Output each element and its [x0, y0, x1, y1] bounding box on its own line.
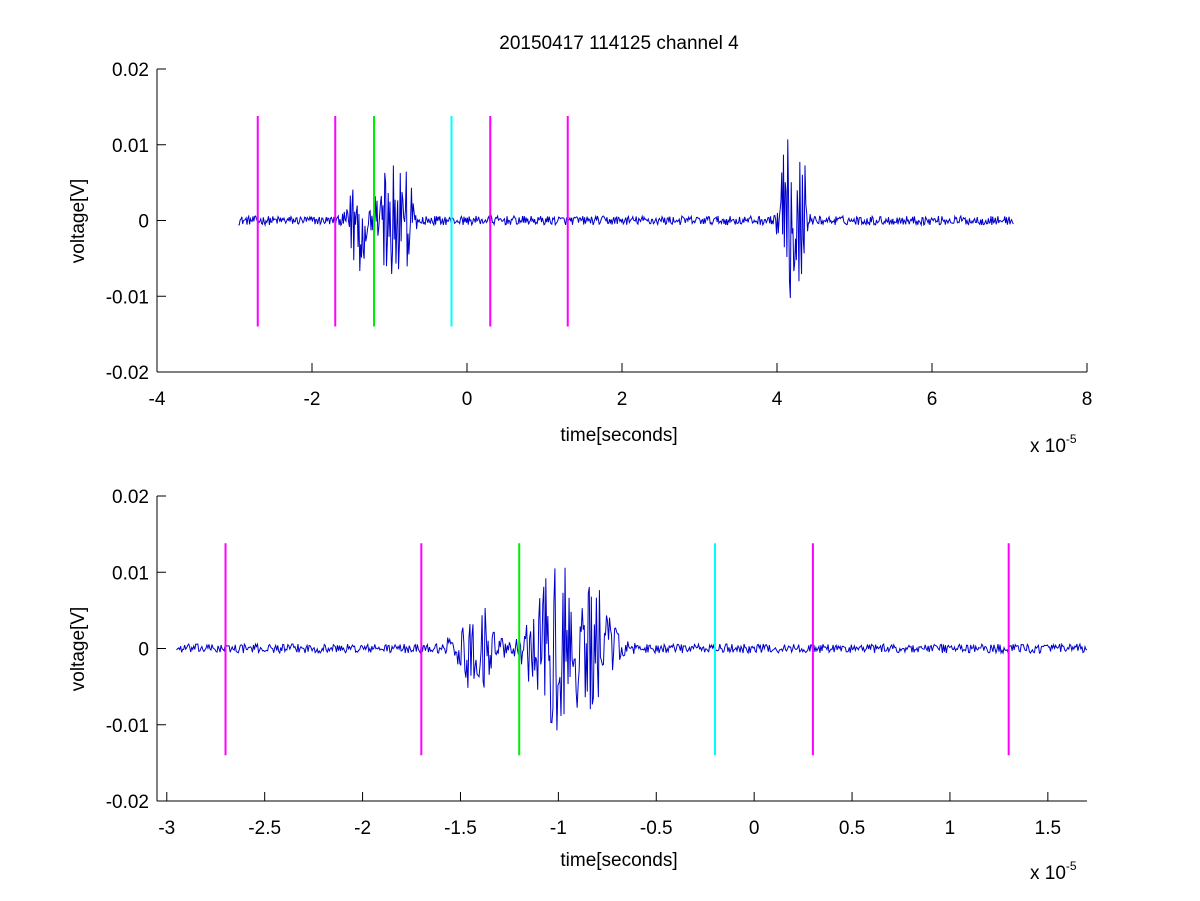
top-y-tick-label: 0.01 [112, 136, 149, 157]
top-marker-layer [256, 115, 569, 327]
bottom-x-tick-label: -3 [158, 818, 175, 839]
top-axes [156, 68, 1088, 373]
bottom-signal-line [176, 567, 1088, 731]
bottom-y-tick-label: 0.01 [112, 563, 149, 584]
top-x-exponent-label: x 10-5 [1030, 432, 1077, 457]
top-x-tick-label: 0 [462, 389, 473, 410]
bottom-x-tick-label: -1.5 [444, 818, 477, 839]
bottom-y-tick-label: 0.02 [112, 487, 149, 508]
top-y-axis-label: voltage[V] [68, 179, 89, 264]
top-y-tick-label: -0.02 [106, 363, 149, 384]
top-x-axis-label: time[seconds] [560, 425, 677, 446]
top-x-exponent: -5 [1066, 432, 1077, 446]
bottom-y-tick-label: -0.02 [106, 792, 149, 813]
top-x-tick-label: 6 [927, 389, 938, 410]
top-x-tick-label: 2 [617, 389, 628, 410]
top-signal-line [238, 139, 1014, 298]
bottom-x-tick-label: 1.5 [1035, 818, 1061, 839]
bottom-y-axis-label: voltage[V] [68, 607, 89, 692]
top-y-tick-label: -0.01 [106, 287, 149, 308]
top-y-tick-label: 0 [138, 212, 149, 233]
bottom-signal-layer [176, 567, 1088, 731]
top-x-tick-label: -2 [304, 389, 321, 410]
bottom-x-tick-label: -0.5 [640, 818, 673, 839]
bottom-axes [156, 495, 1087, 802]
bottom-x-tick-label: -2 [354, 818, 371, 839]
bottom-x-tick-label: 1 [945, 818, 956, 839]
bottom-x-exponent: -5 [1066, 859, 1077, 873]
bottom-tick-labels: -3 -2.5 -2 -1.5 -1 -0.5 0 0.5 1 1.5 -0.02 -0.01 0 0.0… [106, 487, 1061, 839]
top-subplot: -4 -2 0 2 4 6 8 -0.02 -0.01 0 0.01 0.02 time[second… [68, 60, 1092, 457]
top-x-tick-label: 8 [1082, 389, 1093, 410]
bottom-x-tick-label: 0.5 [839, 818, 865, 839]
bottom-x-exponent-label: x 10-5 [1030, 859, 1077, 884]
bottom-x-multiplier: x 10 [1030, 863, 1066, 884]
top-x-tick-label: 4 [772, 389, 783, 410]
bottom-x-tick-label: 0 [749, 818, 760, 839]
bottom-x-tick-label: -2.5 [248, 818, 281, 839]
bottom-y-tick-label: -0.01 [106, 716, 149, 737]
bottom-x-tick-label: -1 [550, 818, 567, 839]
bottom-x-axis-label: time[seconds] [560, 850, 677, 871]
top-signal-layer [238, 139, 1014, 298]
top-y-tick-label: 0.02 [112, 60, 149, 81]
top-x-multiplier: x 10 [1030, 436, 1066, 457]
chart-title: 20150417 114125 channel 4 [499, 33, 739, 54]
bottom-y-tick-label: 0 [138, 640, 149, 661]
bottom-subplot: -3 -2.5 -2 -1.5 -1 -0.5 0 0.5 1 1.5 -0.02 -0.01 0 0.0… [68, 487, 1088, 884]
bottom-marker-layer [224, 543, 1010, 756]
top-tick-labels: -4 -2 0 2 4 6 8 -0.02 -0.01 0 0.01 0.02 [106, 60, 1093, 410]
top-x-tick-label: -4 [149, 389, 166, 410]
